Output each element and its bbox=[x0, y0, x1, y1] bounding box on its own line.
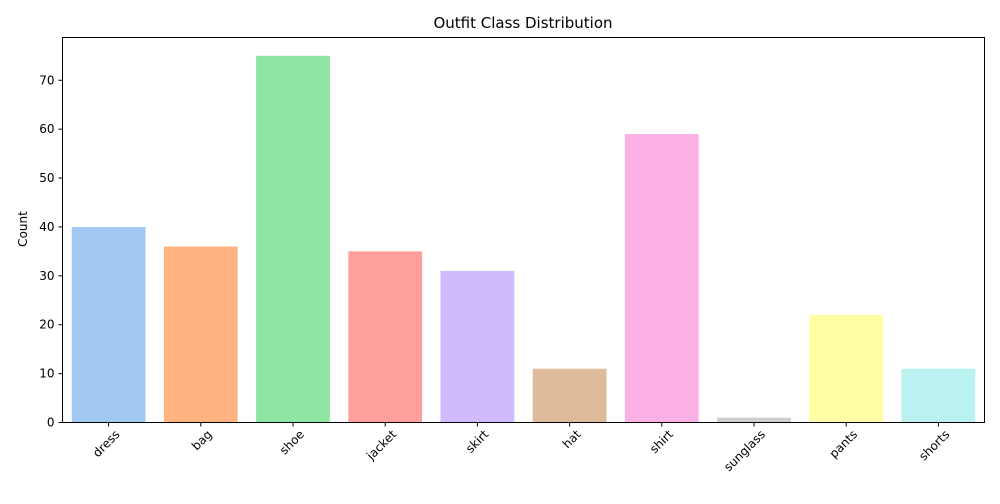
bar-sunglass bbox=[717, 417, 791, 423]
y-tick-label: 10 bbox=[39, 367, 54, 381]
bar-bag bbox=[163, 246, 238, 423]
x-tick-label-jacket: jacket bbox=[363, 427, 399, 463]
bars-group bbox=[71, 55, 976, 423]
bar-dress bbox=[71, 226, 146, 423]
bar-skirt bbox=[440, 270, 515, 423]
y-tick-label: 70 bbox=[39, 73, 54, 87]
plot-frame bbox=[62, 37, 985, 423]
y-tick-label: 60 bbox=[39, 122, 54, 136]
x-tick-label-shirt: shirt bbox=[647, 427, 676, 456]
x-tick-label-shoe: shoe bbox=[277, 427, 307, 457]
x-tick-label-bag: bag bbox=[189, 427, 215, 453]
x-axis: dress bag shoe jacket skirt hat shirt sunglass p… bbox=[90, 422, 952, 474]
chart-title: Outfit Class Distribution bbox=[433, 14, 612, 32]
x-tick-label-hat: hat bbox=[560, 427, 584, 451]
bar-shirt bbox=[624, 134, 699, 423]
y-axis: 0 10 20 30 40 50 60 70 bbox=[39, 73, 63, 430]
x-tick-label-skirt: skirt bbox=[463, 427, 492, 456]
y-axis-title: Count bbox=[16, 211, 30, 247]
x-tick-label-dress: dress bbox=[90, 427, 123, 460]
bar-shoe bbox=[256, 55, 330, 423]
bar-shorts bbox=[901, 368, 976, 423]
y-tick-label: 30 bbox=[39, 269, 54, 283]
bar-pants bbox=[809, 314, 884, 423]
y-tick-label: 20 bbox=[39, 318, 54, 332]
x-tick-label-sunglass: sunglass bbox=[721, 427, 768, 474]
y-tick-label: 40 bbox=[39, 220, 54, 234]
x-tick-label-pants: pants bbox=[827, 427, 861, 461]
y-tick-label: 50 bbox=[39, 171, 54, 185]
x-tick-label-shorts: shorts bbox=[916, 427, 952, 463]
bar-jacket bbox=[348, 251, 423, 423]
bar-hat bbox=[532, 368, 607, 423]
y-tick-label: 0 bbox=[47, 416, 55, 430]
